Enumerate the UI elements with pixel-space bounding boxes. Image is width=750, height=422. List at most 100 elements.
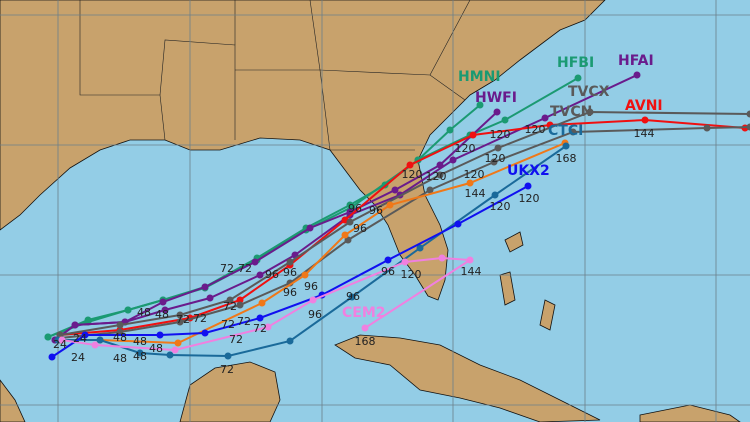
- forecast-point: [574, 74, 582, 82]
- forecast-point: [466, 179, 474, 187]
- forecast-hour-label: 96: [369, 204, 383, 217]
- forecast-point: [156, 331, 164, 339]
- forecast-hour-label: 72: [220, 363, 234, 376]
- forecast-point: [384, 256, 392, 264]
- forecast-hour-label: 72: [220, 262, 234, 275]
- forecast-hour-label: 24: [71, 351, 85, 364]
- us-mainland: [0, 0, 606, 301]
- model-label: AVNI: [625, 98, 663, 114]
- forecast-point: [124, 306, 132, 314]
- mexico-left: [0, 379, 26, 422]
- forecast-point: [562, 142, 570, 150]
- forecast-point: [81, 331, 89, 339]
- forecast-point: [416, 244, 424, 252]
- track-line: [59, 110, 750, 336]
- model-label: TVCX: [568, 84, 610, 100]
- forecast-point: [401, 258, 409, 266]
- forecast-point: [501, 116, 509, 124]
- forecast-hour-label: 48: [113, 352, 127, 365]
- forecast-point: [361, 324, 369, 332]
- forecast-point: [201, 283, 209, 291]
- forecast-point: [159, 298, 167, 306]
- track-tvcn: [56, 123, 750, 342]
- forecast-hour-label: 120: [455, 142, 476, 155]
- model-label: UKX2: [507, 163, 550, 179]
- forecast-point: [116, 328, 124, 336]
- forecast-hour-label: 144: [461, 265, 482, 278]
- forecast-point: [258, 299, 266, 307]
- track-labels: CEM2 UKX2 CTCI TVCN TVCX AVNI HFAI HWFI HFBI HMNI…: [53, 53, 663, 376]
- forecast-point: [161, 306, 169, 314]
- forecast-point: [58, 336, 66, 344]
- andros: [499, 271, 516, 306]
- forecast-point: [426, 186, 434, 194]
- forecast-hour-label: 48: [113, 331, 127, 344]
- forecast-point: [224, 352, 232, 360]
- forecast-hour-label: 144: [465, 187, 486, 200]
- forecast-point: [206, 294, 214, 302]
- forecast-point: [96, 336, 104, 344]
- forecast-hour-label: 120: [485, 152, 506, 165]
- model-label: CTCI: [548, 123, 583, 139]
- forecast-hour-label: 48: [149, 342, 163, 355]
- forecast-point: [341, 231, 349, 239]
- forecast-point: [746, 110, 750, 118]
- forecast-hour-label: 24: [53, 338, 67, 351]
- forecast-point: [251, 258, 259, 266]
- forecast-hour-label: 96: [283, 266, 297, 279]
- forecast-point: [286, 337, 294, 345]
- forecast-hour-label: 144: [634, 127, 655, 140]
- forecast-point: [166, 351, 174, 359]
- forecast-hour-label: 96: [304, 280, 318, 293]
- forecast-hour-label: 48: [133, 350, 147, 363]
- forecast-point: [136, 349, 144, 357]
- forecast-point: [569, 128, 577, 136]
- hispaniola: [639, 404, 741, 422]
- forecast-point: [48, 353, 56, 361]
- forecast-hour-label: 168: [355, 335, 376, 348]
- forecast-hour-label: 96: [346, 290, 360, 303]
- forecast-hour-label: 168: [556, 152, 577, 165]
- track-ukx2: [48, 182, 532, 361]
- forecast-point: [438, 254, 446, 262]
- forecast-point: [391, 186, 399, 194]
- forecast-point: [264, 323, 272, 331]
- track-line: [58, 145, 567, 358]
- forecast-hour-label: 120: [426, 170, 447, 183]
- forecast-point: [236, 301, 244, 309]
- forecast-point: [236, 296, 244, 304]
- model-label: TVCN: [550, 104, 592, 120]
- forecast-point: [449, 156, 457, 164]
- forecast-hour-label: 72: [193, 312, 207, 325]
- forecast-hour-label: 72: [238, 262, 252, 275]
- forecast-hour-label: 48: [133, 335, 147, 348]
- forecast-hour-label: 120: [402, 168, 423, 181]
- forecast-hour-label: 120: [401, 268, 422, 281]
- forecast-point: [286, 258, 294, 266]
- forecast-hour-label: 72: [221, 318, 235, 331]
- bahamas-east: [539, 299, 556, 331]
- forecast-hour-label: 96: [353, 222, 367, 235]
- forecast-point: [493, 108, 501, 116]
- forecast-point: [174, 339, 182, 347]
- track-ctci: [54, 142, 570, 360]
- track-cem2: [58, 254, 474, 354]
- yucatan: [179, 361, 281, 422]
- cuba: [334, 334, 601, 422]
- forecast-point: [541, 114, 549, 122]
- forecast-hour-label: 96: [381, 265, 395, 278]
- forecast-point: [116, 321, 124, 329]
- forecast-point: [641, 116, 649, 124]
- model-label: HFBI: [557, 55, 594, 71]
- forecast-point: [466, 256, 474, 264]
- forecast-hour-label: 48: [137, 306, 151, 319]
- forecast-point: [633, 71, 641, 79]
- forecast-hour-label: 72: [223, 300, 237, 313]
- forecast-point: [446, 126, 454, 134]
- forecast-point: [586, 108, 594, 116]
- forecast-point: [406, 161, 414, 169]
- model-label: CEM2: [342, 305, 386, 321]
- forecast-point: [490, 158, 498, 166]
